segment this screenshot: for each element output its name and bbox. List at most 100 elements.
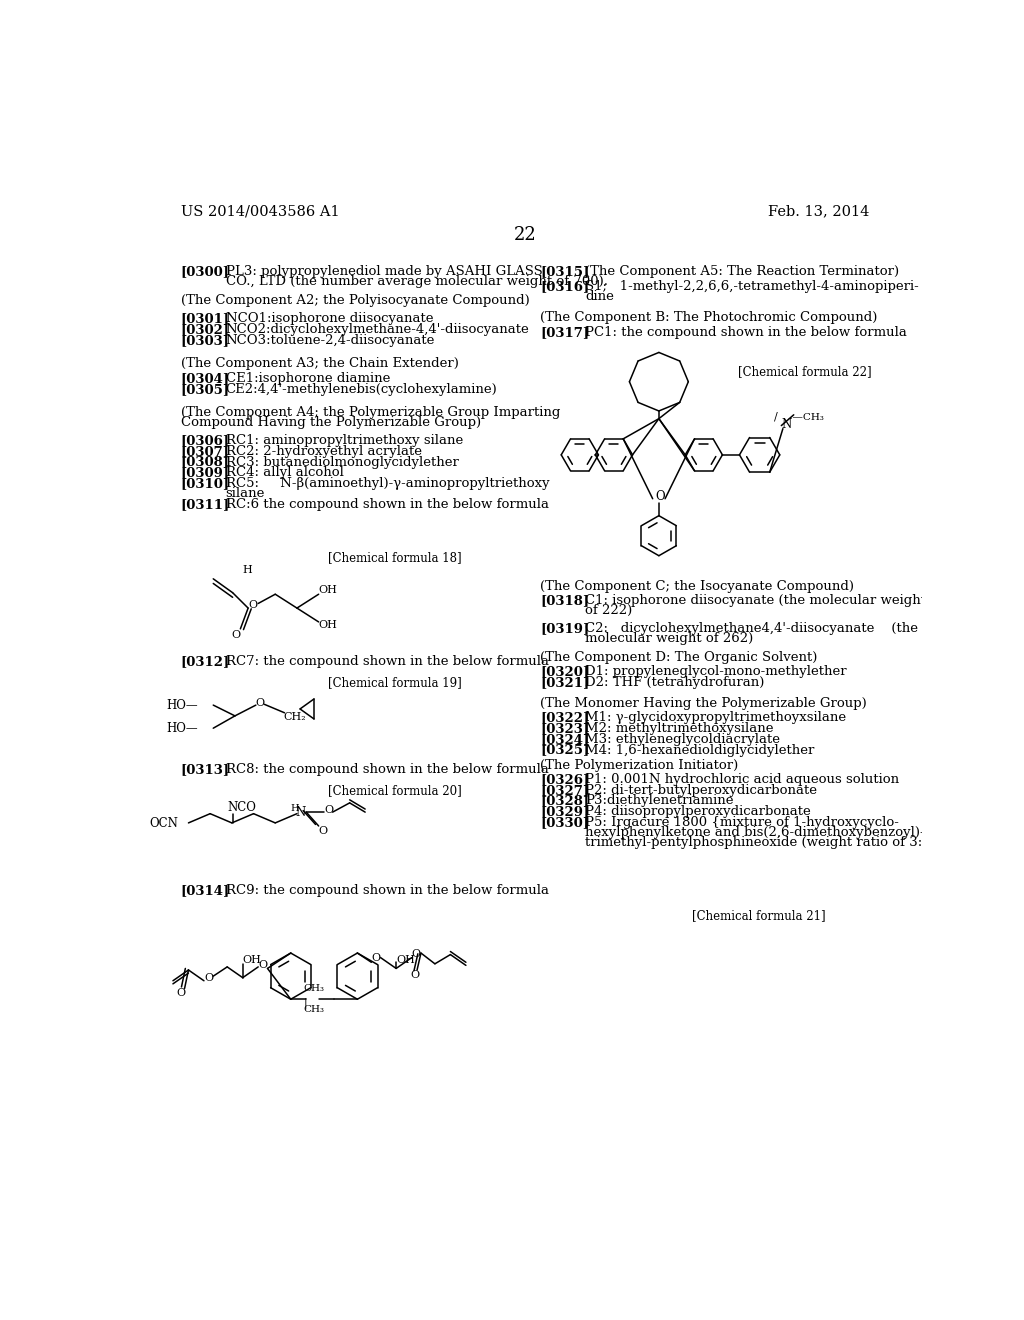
Text: RC1: aminopropyltrimethoxy silane: RC1: aminopropyltrimethoxy silane [225,434,463,447]
Text: RC4: allyl alcohol: RC4: allyl alcohol [225,466,343,479]
Text: RC7: the compound shown in the below formula: RC7: the compound shown in the below for… [225,655,549,668]
Text: CE2:4,4'-methylenebis(cyclohexylamine): CE2:4,4'-methylenebis(cyclohexylamine) [225,383,498,396]
Text: O: O [177,989,186,998]
Text: CH₃: CH₃ [303,983,325,993]
Text: O: O [204,973,213,983]
Text: D1: propyleneglycol-mono-methylether: D1: propyleneglycol-mono-methylether [586,665,847,678]
Text: NCO3:toluene-2,4-diisocyanate: NCO3:toluene-2,4-diisocyanate [225,334,435,347]
Text: [0309]: [0309] [180,466,229,479]
Text: hexylphenylketone and bis(2,6-dimethoxybenzoyl)-2,4,4-: hexylphenylketone and bis(2,6-dimethoxyb… [586,826,963,840]
Text: Feb. 13, 2014: Feb. 13, 2014 [768,205,869,219]
Text: [0327]: [0327] [541,784,590,797]
Text: OH: OH [243,954,261,965]
Text: O: O [256,698,265,708]
Text: NCO2:dicyclohexylmethane-4,4'-diisocyanate: NCO2:dicyclohexylmethane-4,4'-diisocyana… [225,323,529,337]
Text: NCO: NCO [227,801,256,814]
Text: [0329]: [0329] [541,805,590,818]
Text: H: H [291,804,299,813]
Text: (The Monomer Having the Polymerizable Group): (The Monomer Having the Polymerizable Gr… [541,697,867,710]
Text: [0313]: [0313] [180,763,229,776]
Text: [0319]: [0319] [541,622,590,635]
Text: silane: silane [225,487,265,500]
Text: |: | [303,998,307,1010]
Text: (The Component D: The Organic Solvent): (The Component D: The Organic Solvent) [541,651,818,664]
Text: M2: methyltrimethoxysilane: M2: methyltrimethoxysilane [586,722,774,735]
Text: [0318]: [0318] [541,594,590,607]
Text: [0310]: [0310] [180,478,229,490]
Text: [0321]: [0321] [541,676,590,689]
Text: [0325]: [0325] [541,743,590,756]
Text: [Chemical formula 18]: [Chemical formula 18] [328,552,461,564]
Text: (The Component C; the Isocyanate Compound): (The Component C; the Isocyanate Compoun… [541,581,854,594]
Text: US 2014/0043586 A1: US 2014/0043586 A1 [180,205,339,219]
Text: C2:   dicyclohexylmethane4,4'-diisocyanate    (the: C2: dicyclohexylmethane4,4'-diisocyanate… [586,622,919,635]
Text: [0307]: [0307] [180,445,229,458]
Text: M3: ethyleneglycoldiacrylate: M3: ethyleneglycoldiacrylate [586,733,780,746]
Text: O: O [258,960,267,970]
Text: /: / [773,412,777,421]
Text: [0323]: [0323] [541,722,590,735]
Text: PC1: the compound shown in the below formula: PC1: the compound shown in the below for… [586,326,907,339]
Text: [Chemical formula 22]: [Chemical formula 22] [738,364,872,378]
Text: RC:6 the compound shown in the below formula: RC:6 the compound shown in the below for… [225,498,549,511]
Text: PL3: polypropylenediol made by ASAHI GLASS: PL3: polypropylenediol made by ASAHI GLA… [225,264,543,277]
Text: (The Component A5: The Reaction Terminator): (The Component A5: The Reaction Terminat… [586,264,899,277]
Text: [0320]: [0320] [541,665,590,678]
Text: P2: di-tert-butylperoxydicarbonate: P2: di-tert-butylperoxydicarbonate [586,784,817,797]
Text: CH₂: CH₂ [283,711,305,722]
Text: O: O [248,599,257,610]
Text: [Chemical formula 19]: [Chemical formula 19] [328,676,461,689]
Text: [Chemical formula 20]: [Chemical formula 20] [328,784,461,797]
Text: S1;   1-methyl-2,2,6,6,-tetramethyl-4-aminopiperi-: S1; 1-methyl-2,2,6,6,-tetramethyl-4-amin… [586,280,919,293]
Text: molecular weight of 262): molecular weight of 262) [586,632,754,645]
Text: [0314]: [0314] [180,884,230,896]
Text: O: O [410,970,419,979]
Text: P4: diisopropylperoxydicarbonate: P4: diisopropylperoxydicarbonate [586,805,811,818]
Text: [0326]: [0326] [541,774,590,785]
Text: [0328]: [0328] [541,795,590,808]
Text: P5: Irgacure 1800 {mixture of 1-hydroxycyclo-: P5: Irgacure 1800 {mixture of 1-hydroxyc… [586,816,899,829]
Text: OH: OH [318,619,338,630]
Text: M1: γ-glycidoxypropyltrimethoyxsilane: M1: γ-glycidoxypropyltrimethoyxsilane [586,711,847,725]
Text: N: N [295,807,305,818]
Text: [0324]: [0324] [541,733,590,746]
Text: [0316]: [0316] [541,280,590,293]
Text: [0305]: [0305] [180,383,229,396]
Text: HO—: HO— [167,700,199,711]
Text: P1: 0.001N hydrochloric acid aqueous solution: P1: 0.001N hydrochloric acid aqueous sol… [586,774,899,785]
Text: RC8: the compound shown in the below formula: RC8: the compound shown in the below for… [225,763,549,776]
Text: RC2: 2-hydroxyethyl acrylate: RC2: 2-hydroxyethyl acrylate [225,445,422,458]
Text: of 222): of 222) [586,605,633,618]
Text: Compound Having the Polymerizable Group): Compound Having the Polymerizable Group) [180,416,481,429]
Text: M4: 1,6-hexanedioldiglycidylether: M4: 1,6-hexanedioldiglycidylether [586,743,815,756]
Text: (The Component A3; the Chain Extender): (The Component A3; the Chain Extender) [180,358,459,370]
Text: RC5:     N-β(aminoethyl)-γ-aminopropyltriethoxy: RC5: N-β(aminoethyl)-γ-aminopropyltrieth… [225,478,549,490]
Text: —CH₃: —CH₃ [786,413,824,422]
Text: [0306]: [0306] [180,434,229,447]
Text: OH: OH [396,954,415,965]
Text: O: O [318,826,328,836]
Text: (The Component B: The Photochromic Compound): (The Component B: The Photochromic Compo… [541,312,878,323]
Text: (The Polymerization Initiator): (The Polymerization Initiator) [541,759,738,772]
Text: CO., LTD (the number average molecular weight of 700).: CO., LTD (the number average molecular w… [225,275,607,288]
Text: [0317]: [0317] [541,326,590,339]
Text: [0312]: [0312] [180,655,230,668]
Text: NCO1:isophorone diisocyanate: NCO1:isophorone diisocyanate [225,313,433,326]
Text: O: O [231,631,241,640]
Text: dine: dine [586,290,614,304]
Text: [0302]: [0302] [180,323,229,337]
Text: [0301]: [0301] [180,313,229,326]
Text: CE1:isophorone diamine: CE1:isophorone diamine [225,372,390,385]
Text: RC3: butanediolmonoglycidylether: RC3: butanediolmonoglycidylether [225,455,459,469]
Text: O: O [655,490,665,503]
Text: [0311]: [0311] [180,498,230,511]
Text: CH₃: CH₃ [303,1006,325,1014]
Text: [0308]: [0308] [180,455,229,469]
Text: [0300]: [0300] [180,264,229,277]
Text: trimethyl-pentylphosphineoxide (weight ratio of 3:1)}: trimethyl-pentylphosphineoxide (weight r… [586,836,944,849]
Text: H: H [243,565,253,576]
Text: [Chemical formula 21]: [Chemical formula 21] [692,909,825,923]
Text: RC9: the compound shown in the below formula: RC9: the compound shown in the below for… [225,884,549,896]
Text: O: O [372,953,381,964]
Text: [0322]: [0322] [541,711,590,725]
